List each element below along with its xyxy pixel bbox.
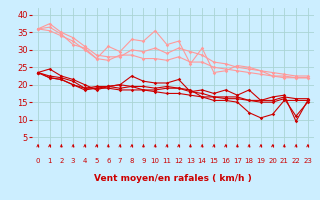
Text: Vent moyen/en rafales ( km/h ): Vent moyen/en rafales ( km/h ) (94, 174, 252, 183)
